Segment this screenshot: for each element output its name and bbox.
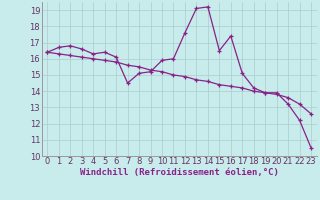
X-axis label: Windchill (Refroidissement éolien,°C): Windchill (Refroidissement éolien,°C) xyxy=(80,168,279,177)
